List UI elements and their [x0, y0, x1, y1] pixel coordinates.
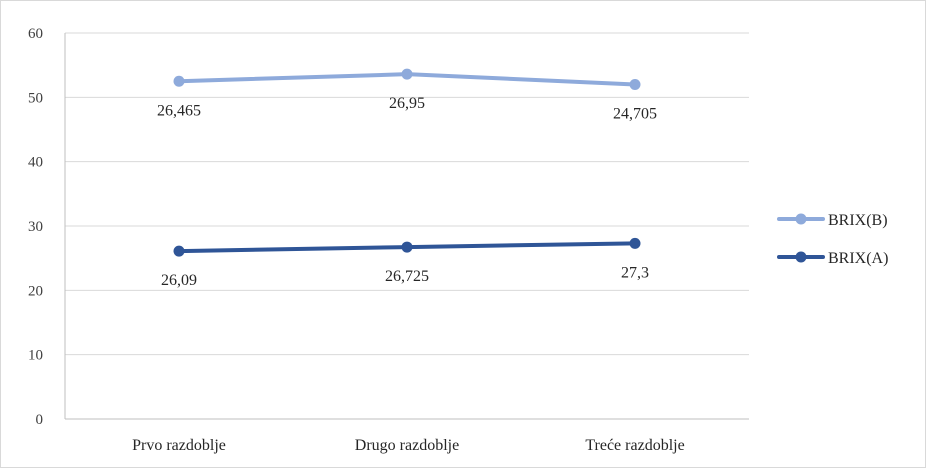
x-tick-label: Drugo razdoblje	[355, 437, 459, 454]
series-layer	[173, 68, 641, 257]
legend-label: BRIX(A)	[828, 250, 888, 267]
gridlines	[64, 32, 749, 420]
data-point	[173, 245, 185, 257]
data-label: 24,705	[613, 105, 657, 122]
data-label: 26,465	[157, 102, 201, 119]
y-tick-label: 0	[36, 412, 44, 428]
y-tick-label: 40	[28, 155, 43, 171]
data-point	[629, 237, 641, 249]
y-tick-label: 30	[28, 219, 43, 235]
data-label: 27,3	[621, 264, 649, 281]
data-label: 26,725	[385, 268, 429, 285]
x-tick-label: Treće razdoblje	[585, 437, 684, 454]
data-point	[401, 68, 413, 80]
data-label: 26,09	[161, 272, 197, 289]
data-point	[173, 75, 185, 87]
legend: BRIX(B) BRIX(A)	[777, 212, 888, 267]
y-tick-label: 60	[28, 26, 43, 42]
x-axis-ticks: Prvo razdoblje Drugo razdoblje Treće razdo…	[132, 437, 685, 454]
data-label: 26,95	[389, 95, 425, 112]
x-tick-label: Prvo razdoblje	[132, 437, 226, 454]
y-tick-label: 20	[28, 283, 43, 299]
y-axis-ticks: 0 10 20 30 40 50 60	[28, 26, 43, 428]
legend-swatch-marker	[795, 213, 807, 225]
data-point	[401, 241, 413, 253]
y-tick-label: 10	[28, 348, 43, 364]
y-tick-label: 50	[28, 90, 43, 106]
legend-swatch-marker	[795, 251, 807, 263]
legend-label: BRIX(B)	[828, 212, 888, 229]
data-point	[629, 78, 641, 90]
data-labels: 26,465 26,95 24,705 26,09 26,725 27,3	[157, 95, 657, 289]
